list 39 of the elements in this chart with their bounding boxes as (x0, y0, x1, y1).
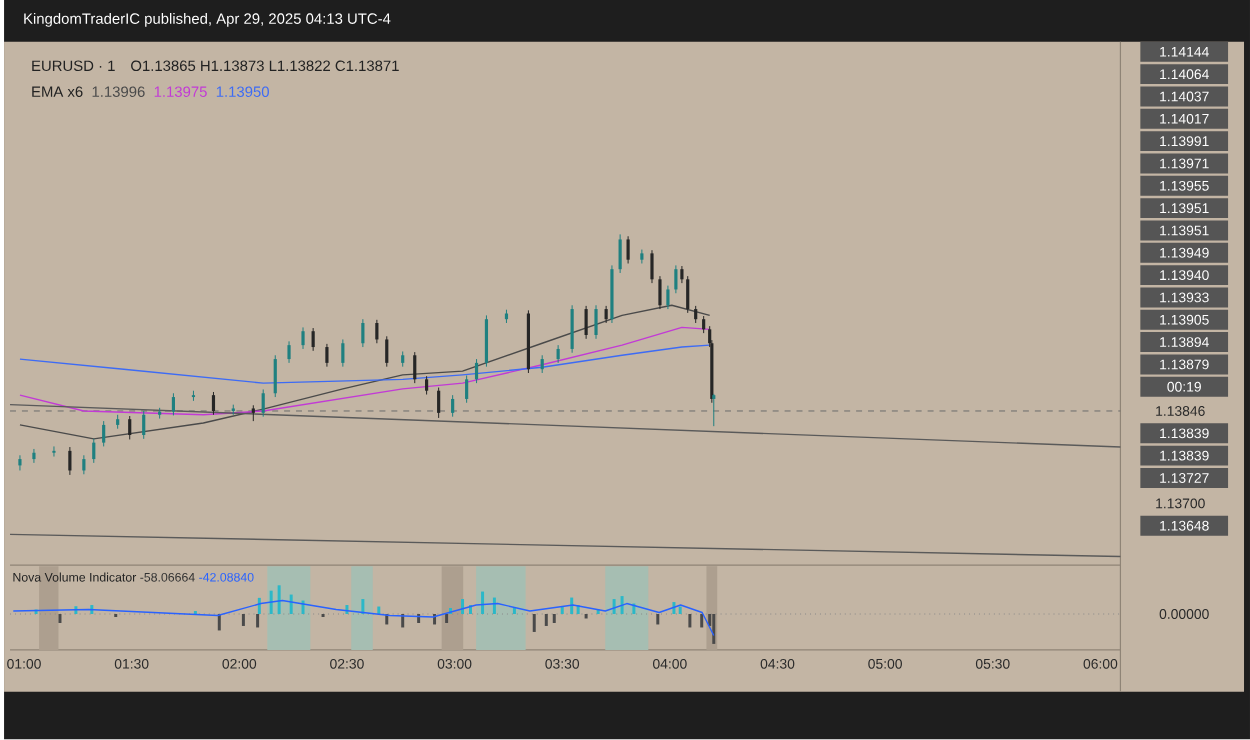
candlestick (128, 415, 132, 441)
candlestick (674, 265, 678, 294)
candlestick (301, 327, 305, 350)
candlestick (465, 375, 469, 404)
candlestick (451, 394, 455, 418)
candlestick (650, 249, 654, 284)
candlestick (437, 387, 441, 419)
candlestick (52, 446, 56, 458)
candlestick (18, 454, 22, 472)
candlestick (594, 304, 598, 340)
candlestick (273, 354, 277, 398)
candlestick (102, 420, 106, 448)
candlestick (474, 358, 479, 384)
candlestick (341, 339, 345, 368)
candlestick (618, 234, 622, 274)
candlestick (361, 318, 365, 348)
candlestick (385, 335, 389, 368)
candlestick (413, 351, 417, 384)
candlestick (171, 392, 176, 417)
line-series (19, 326, 711, 416)
candlestick (666, 285, 670, 310)
candlestick (484, 315, 489, 368)
candlestick (32, 448, 36, 464)
line-series (19, 304, 711, 440)
candlestick (82, 454, 86, 475)
candlestick (570, 304, 574, 354)
candlestick (68, 446, 72, 476)
candlestick (325, 343, 329, 368)
candlestick (425, 375, 429, 396)
candlestick (375, 319, 379, 344)
candlestick (92, 438, 96, 464)
candlestick (626, 235, 630, 265)
candlestick (584, 305, 588, 340)
candlestick (261, 389, 265, 418)
candlestick (658, 275, 662, 310)
candlestick (287, 341, 291, 364)
candlestick (211, 391, 216, 416)
candlestick (311, 327, 315, 352)
candlestick (142, 410, 146, 440)
